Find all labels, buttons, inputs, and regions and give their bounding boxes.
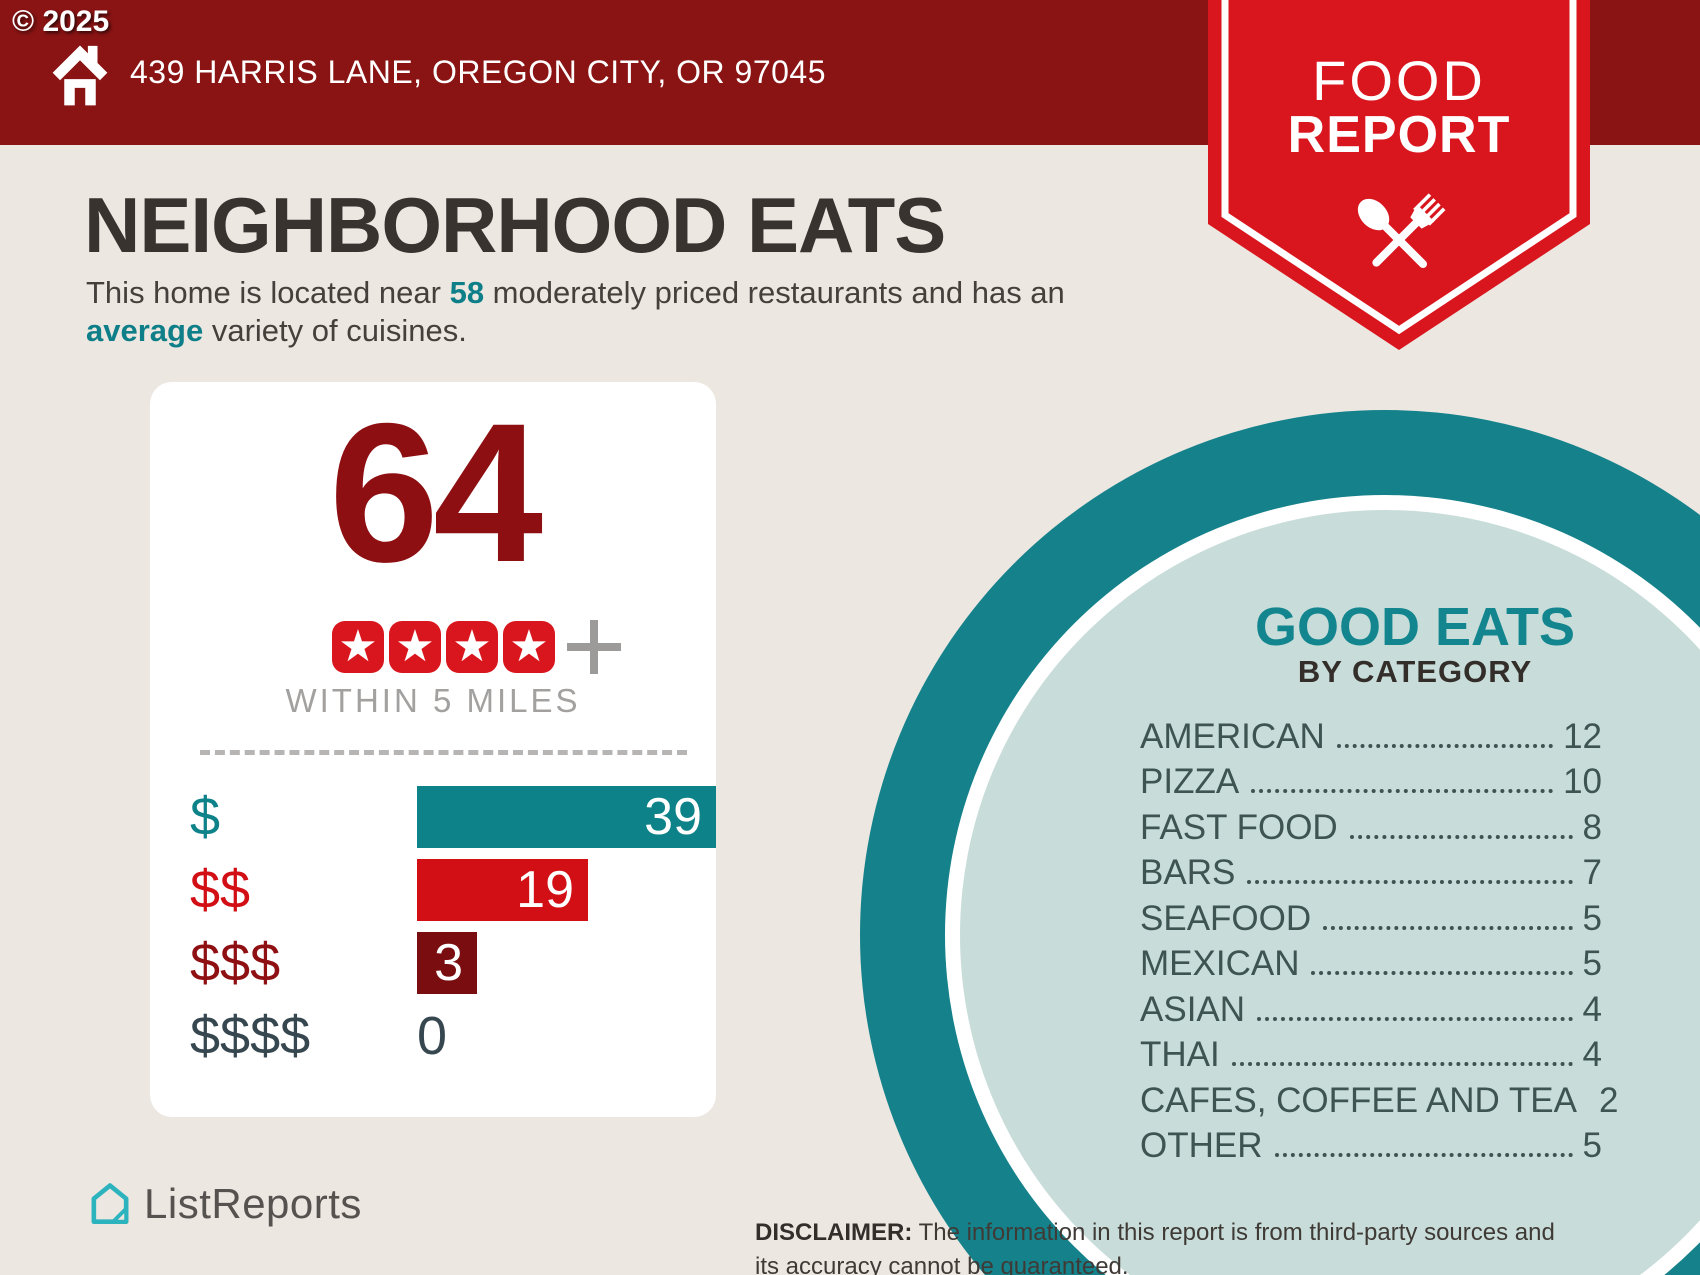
variety-highlight: average: [86, 312, 204, 348]
category-row: AMERICAN 12: [1140, 710, 1602, 756]
price-bar: 19: [417, 859, 588, 921]
plus-icon: [567, 620, 621, 674]
category-label: ASIAN: [1140, 989, 1246, 1029]
restaurant-total: 64: [328, 382, 543, 603]
good-eats-circle: [960, 510, 1700, 1275]
dotted-leader: [1251, 789, 1554, 793]
dotted-leader: [1323, 925, 1573, 930]
dashed-divider: [200, 750, 687, 755]
dotted-leader: [1336, 743, 1554, 748]
category-value: 2: [1598, 1080, 1619, 1120]
listreports-logo: ListReports: [90, 1180, 362, 1228]
category-value: 4: [1582, 989, 1602, 1029]
page-title: NEIGHBORHOOD EATS: [84, 181, 946, 269]
price-row: $$$ 3 3: [190, 932, 716, 994]
star-list: ★ ★ ★ ★: [332, 621, 555, 673]
price-tier-label: $$: [190, 860, 251, 920]
price-bar-value: 3: [434, 934, 463, 992]
dotted-leader: [1247, 880, 1573, 884]
dotted-leader: [1274, 1153, 1573, 1157]
price-tier-label: $$$$: [190, 1006, 311, 1066]
ribbon-shape: [1208, 0, 1590, 350]
restaurant-count-inline: 58: [449, 275, 485, 310]
price-tier-label: $$$: [190, 933, 281, 993]
category-value: 7: [1582, 853, 1602, 893]
restaurant-score-card: 64 ★★★★ WITHIN 5 MILES $ 39 39 $$: [150, 382, 716, 1117]
price-bar-chart: $ 39 39 $$ 19 19 $$$: [190, 786, 716, 1078]
category-row: OTHER 5: [1140, 1120, 1602, 1166]
disclaimer-label: DISCLAIMER:: [755, 1219, 913, 1246]
category-value: 5: [1582, 1126, 1602, 1166]
price-bar: 39: [417, 786, 716, 848]
subtitle-mid: moderately priced restaurants and has an: [484, 275, 1065, 310]
listreports-wordmark: ListReports: [144, 1180, 362, 1227]
dotted-leader: [1231, 1062, 1573, 1066]
price-bar: 3: [417, 932, 477, 994]
star-icon: ★: [332, 621, 384, 673]
dotted-leader: [1311, 971, 1573, 975]
category-row: FAST FOOD 8: [1140, 801, 1602, 847]
disclaimer: DISCLAIMER: The information in this repo…: [755, 1216, 1585, 1275]
price-row: $$ 19 19: [190, 859, 716, 921]
category-row: MEXICAN 5: [1140, 938, 1602, 984]
category-row: BARS 7: [1140, 847, 1602, 893]
price-bar-value: 39: [644, 788, 702, 846]
star-icon: ★: [446, 621, 498, 673]
price-bar-value: 19: [516, 861, 574, 919]
good-eats-subtitle: BY CATEGORY: [1297, 654, 1533, 689]
ribbon-line2: REPORT: [1288, 106, 1511, 164]
category-list: AMERICAN 12 PIZZA 10 FAST FOOD 8 BARS 7: [1140, 710, 1618, 1166]
category-value: 4: [1582, 1035, 1602, 1075]
price-row: $$$$ 0 0: [190, 1005, 716, 1067]
property-address: 439 HARRIS LANE, OREGON CITY, OR 97045: [130, 54, 826, 90]
disclaimer-text: The information in this report is from t…: [755, 1219, 1555, 1275]
category-row: CAFES, COFFEE AND TEA 2: [1140, 1074, 1618, 1120]
category-label: BARS: [1140, 853, 1236, 893]
copyright-text: © 2025: [12, 5, 110, 38]
category-label: THAI: [1140, 1035, 1220, 1075]
category-label: CAFES, COFFEE AND TEA: [1140, 1080, 1577, 1120]
category-label: OTHER: [1140, 1126, 1263, 1166]
listreports-house-icon: [91, 1183, 129, 1224]
category-row: ASIAN 4: [1140, 983, 1602, 1029]
utensils-icon: [1357, 193, 1446, 269]
category-value: 12: [1563, 716, 1602, 756]
category-value: 10: [1563, 762, 1602, 802]
category-label: PIZZA: [1140, 762, 1240, 802]
star-rating: ★ ★ ★ ★: [332, 620, 621, 674]
good-eats-title: GOOD EATS: [1254, 597, 1576, 657]
category-value: 5: [1582, 898, 1602, 938]
ribbon-border: [1221, 0, 1577, 335]
address-row: 439 HARRIS LANE, OREGON CITY, OR 97045: [52, 0, 826, 145]
category-label: FAST FOOD: [1140, 807, 1338, 847]
star-icon: ★: [503, 621, 555, 673]
ribbon-line1: FOOD: [1312, 49, 1486, 112]
subtitle-pre: This home is located near: [86, 275, 450, 310]
category-value: 5: [1582, 944, 1602, 984]
dotted-leader: [1257, 1016, 1573, 1021]
radius-label: WITHIN 5 MILES: [285, 682, 581, 719]
subtitle-post: variety of cuisines.: [203, 312, 467, 348]
home-icon: [52, 44, 108, 105]
price-zero-value: 0: [417, 1006, 448, 1066]
star-icon: ★: [389, 621, 441, 673]
price-tier-label: $: [190, 787, 221, 847]
category-label: SEAFOOD: [1140, 898, 1312, 938]
subtitle: This home is located near 58 moderately …: [86, 274, 1086, 350]
category-row: PIZZA 10: [1140, 756, 1602, 802]
category-label: MEXICAN: [1140, 944, 1300, 984]
category-row: SEAFOOD 5: [1140, 892, 1602, 938]
category-label: AMERICAN: [1140, 716, 1325, 756]
dotted-leader: [1349, 834, 1573, 839]
price-row: $ 39 39: [190, 786, 716, 848]
category-value: 8: [1582, 807, 1602, 847]
category-row: THAI 4: [1140, 1029, 1602, 1075]
food-report-ribbon: FOOD REPORT: [1208, 0, 1590, 350]
